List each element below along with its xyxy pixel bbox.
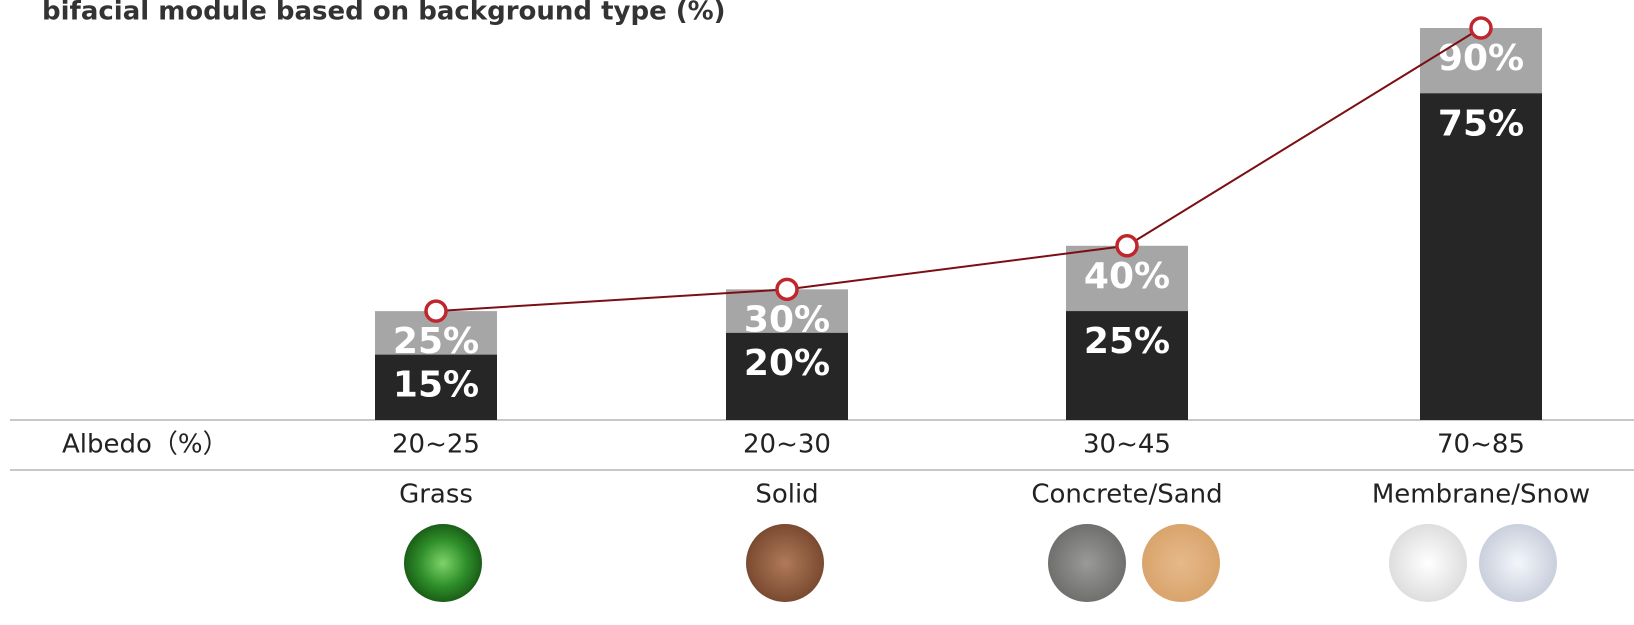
snow-image bbox=[1479, 524, 1557, 602]
soil-image bbox=[746, 524, 824, 602]
sand-image bbox=[1142, 524, 1220, 602]
membrane-image bbox=[1389, 524, 1467, 602]
surface-label: Concrete/Sand bbox=[1031, 480, 1222, 510]
row-label: Albedo（%） bbox=[62, 430, 229, 460]
concrete-image bbox=[1048, 524, 1126, 602]
surface-label: Solid bbox=[755, 480, 818, 510]
base-bar bbox=[1420, 93, 1542, 420]
grass-image bbox=[404, 524, 482, 602]
x-tick-label: 20~30 bbox=[743, 430, 831, 460]
total-label: 30% bbox=[744, 299, 830, 340]
base-label: 15% bbox=[393, 365, 479, 406]
trend-marker bbox=[1115, 234, 1139, 258]
x-tick-label: 30~45 bbox=[1083, 430, 1171, 460]
base-label: 75% bbox=[1438, 103, 1524, 144]
x-tick-label: 70~85 bbox=[1437, 430, 1525, 460]
trend-marker bbox=[1469, 16, 1493, 40]
base-bar bbox=[726, 332, 848, 420]
trend-line bbox=[435, 27, 1482, 313]
trend-marker bbox=[424, 299, 448, 323]
total-label: 90% bbox=[1438, 38, 1524, 79]
surface-label: Membrane/Snow bbox=[1372, 480, 1590, 510]
base-label: 25% bbox=[1084, 321, 1170, 362]
base-label: 20% bbox=[744, 343, 830, 384]
x-tick-label: 20~25 bbox=[392, 430, 480, 460]
surface-images bbox=[404, 524, 1557, 602]
base-bar bbox=[375, 354, 497, 420]
base-bar bbox=[1066, 311, 1188, 420]
total-label: 40% bbox=[1084, 256, 1170, 297]
chart-title: bifacial module based on background type… bbox=[42, 0, 726, 27]
total-label: 25% bbox=[393, 321, 479, 362]
surface-label: Grass bbox=[399, 480, 473, 510]
trend-marker bbox=[775, 277, 799, 302]
